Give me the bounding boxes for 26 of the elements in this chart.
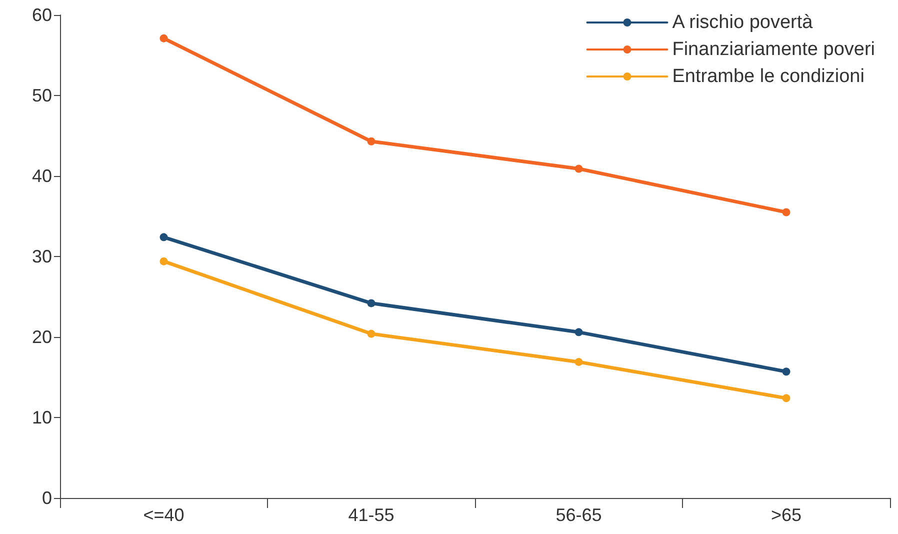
point (160, 257, 168, 266)
point (574, 164, 583, 173)
point (782, 208, 790, 216)
y-tick-label: 10 (32, 408, 52, 428)
x-tick-label: 41-55 (348, 505, 394, 525)
y-tick-label: 60 (32, 5, 52, 25)
point (160, 233, 168, 242)
legend-label: A rischio povertà (672, 12, 814, 33)
x-tick-label: >65 (770, 505, 802, 525)
point (160, 34, 168, 42)
x-tick-label: <=40 (143, 505, 184, 525)
legend-label: Finanziariamente poveri (672, 39, 875, 60)
y-tick-label: 50 (32, 86, 52, 106)
point (367, 299, 376, 308)
point (782, 394, 790, 402)
y-tick-label: 40 (32, 166, 52, 186)
x-tick-label: 56-65 (556, 505, 602, 525)
point (782, 368, 790, 376)
legend-label: Entrambe le condizioni (672, 66, 864, 87)
point (367, 330, 376, 338)
y-tick-label: 30 (32, 246, 52, 266)
point (574, 328, 583, 336)
point (574, 358, 583, 366)
y-tick-label: 0 (42, 488, 52, 508)
point (367, 137, 376, 146)
y-tick-label: 20 (32, 327, 52, 347)
